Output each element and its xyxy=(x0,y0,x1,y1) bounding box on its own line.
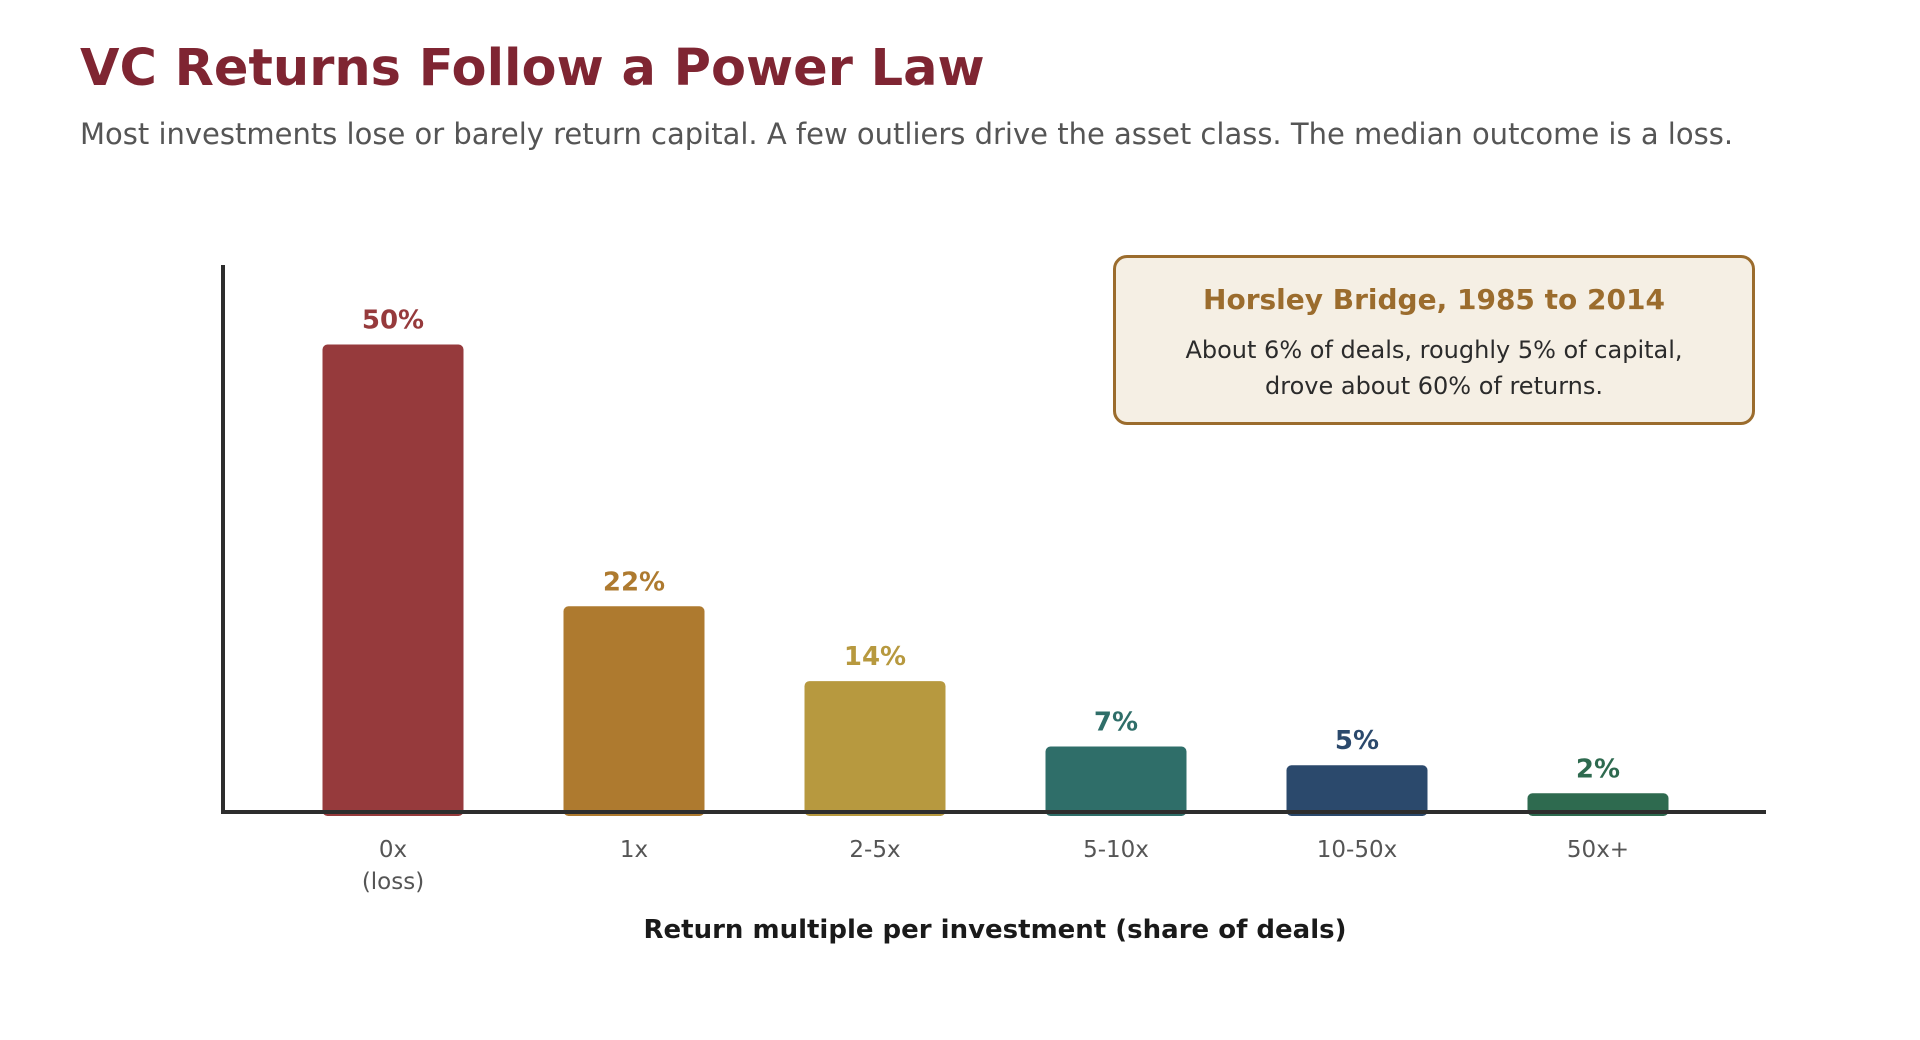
x-tick-label-6: 50x+ xyxy=(1567,837,1629,863)
x-axis-title: Return multiple per investment (share of… xyxy=(644,915,1347,945)
annotation-box: Horsley Bridge, 1985 to 2014 About 6% of… xyxy=(1113,255,1755,425)
chart-title: VC Returns Follow a Power Law xyxy=(80,39,985,98)
bar-value-label-1: 50% xyxy=(362,305,424,335)
x-tick-label-4: 5-10x xyxy=(1083,837,1149,863)
x-tick-label-1: 0x (loss) xyxy=(362,837,424,895)
bar-value-label-6: 2% xyxy=(1576,754,1620,784)
bar-value-label-4: 7% xyxy=(1094,708,1138,738)
bar-value-label-2: 22% xyxy=(603,567,665,597)
bar-3 xyxy=(804,681,946,816)
annotation-title: Horsley Bridge, 1985 to 2014 xyxy=(1203,283,1665,316)
chart-subtitle: Most investments lose or barely return c… xyxy=(80,117,1734,151)
x-tick-label-3: 2-5x xyxy=(849,837,900,863)
bar-5 xyxy=(1286,765,1428,816)
bar-1 xyxy=(322,344,464,816)
x-tick-label-2: 1x xyxy=(620,837,648,863)
bar-value-label-5: 5% xyxy=(1335,726,1379,756)
annotation-text: About 6% of deals, roughly 5% of capital… xyxy=(1185,335,1683,400)
bar-4 xyxy=(1045,746,1187,816)
x-tick-label-5: 10-50x xyxy=(1317,837,1397,863)
bar-value-label-3: 14% xyxy=(844,642,906,672)
bar-2 xyxy=(563,606,705,816)
